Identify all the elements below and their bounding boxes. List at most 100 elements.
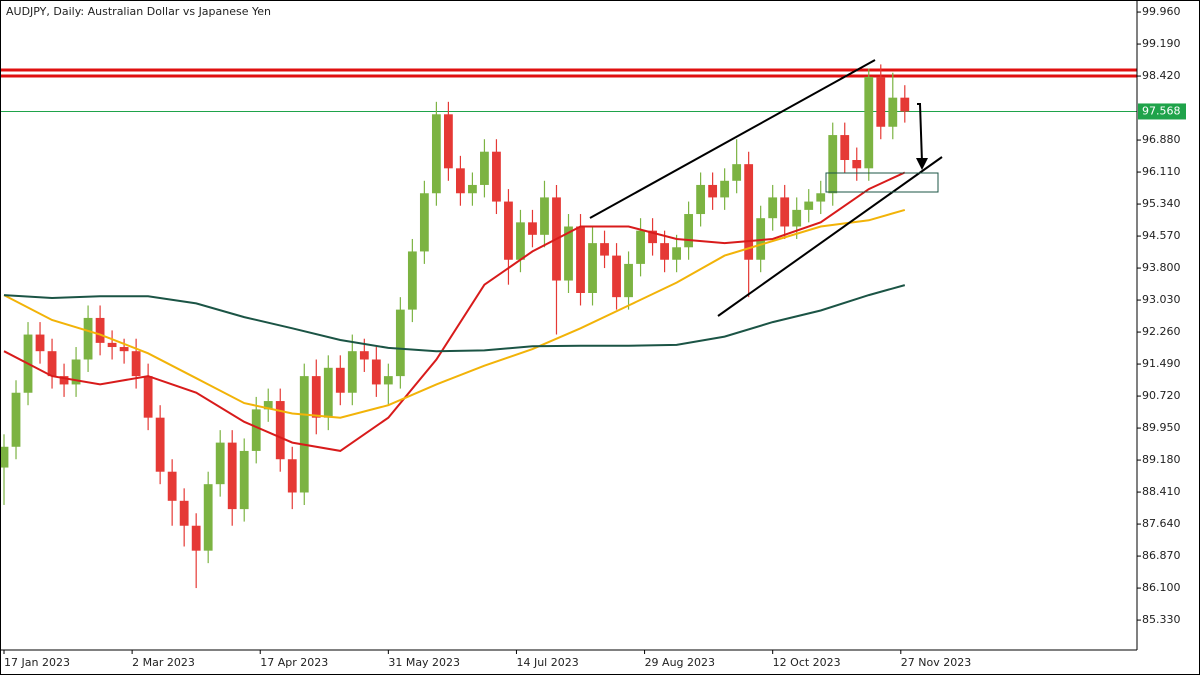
chart-title: AUDJPY, Daily: Australian Dollar vs Japa… [6,5,271,18]
candle-body [395,309,405,377]
candle-body [564,226,573,281]
price-label: 97.568 [1142,104,1181,117]
candle-body [35,334,45,352]
x-tick-label: 2 Mar 2023 [132,656,195,669]
arrow-head [916,158,928,170]
candle-body [792,209,802,227]
candle-body [588,243,597,293]
lower-trendline [717,156,943,317]
arrow [917,103,923,163]
price-label-box [1138,103,1186,120]
candle-body [684,214,694,248]
candle-body [756,218,766,260]
candle-body [528,222,537,235]
y-tick-label: 99.960 [1142,5,1181,18]
candle-body [744,164,754,260]
candle-body [95,317,105,343]
candle-body [708,184,718,198]
upper-trendline [589,59,876,219]
y-tick-label: 99.190 [1142,37,1181,50]
candle-body [456,168,465,194]
candle-body [107,342,117,348]
x-tick-label: 17 Apr 2023 [260,656,328,669]
x-tick-label: 27 Nov 2023 [901,656,971,669]
candle-body [804,201,814,210]
candle-body [624,263,633,298]
candle-body [816,193,826,202]
candle-body [131,351,141,377]
candle-body [504,201,513,260]
support-box [825,172,939,193]
candle-body [251,409,261,451]
candle-body [383,376,393,385]
candle-body [155,417,165,472]
candle-body [492,151,501,202]
y-tick-label: 96.110 [1142,165,1181,178]
candle-body [419,193,429,252]
y-tick-label: 89.950 [1142,421,1181,434]
candle-body [612,255,621,298]
moving-average [3,284,906,353]
candle-body [239,450,249,510]
moving-average [3,171,906,452]
candle-body [227,442,237,510]
candle-body [732,164,742,181]
candle-body [540,197,549,235]
candle-body [636,230,645,264]
y-tick-label: 90.720 [1142,389,1181,402]
candle-body [0,446,9,468]
candle-body [143,376,153,418]
candle-body [516,222,525,260]
candle-body [443,114,453,169]
candle-body [576,226,585,293]
candle-body [59,376,69,385]
y-tick-label: 98.420 [1142,69,1181,82]
candle-body [900,97,910,112]
candle-body [275,401,285,460]
candle-body [840,135,850,161]
candle-body [768,197,778,219]
y-tick-label: 93.030 [1142,293,1181,306]
candle-body [83,317,93,360]
candle-body [864,76,874,169]
candle-body [71,359,81,385]
x-tick-label: 14 Jul 2023 [516,656,578,669]
candle-body [720,180,730,198]
candle-body [407,251,417,310]
candle-body [876,76,886,127]
y-tick-label: 93.800 [1142,261,1181,274]
candle-body [888,97,898,127]
y-tick-label: 92.260 [1142,325,1181,338]
candle-body [600,243,609,256]
y-tick-label: 96.880 [1142,133,1181,146]
candle-body [191,525,201,551]
candle-body [780,197,790,227]
candle-body [263,401,273,410]
candle-body [852,160,862,169]
candle-body [696,184,706,215]
y-tick-label: 95.340 [1142,197,1181,210]
candle-body [660,243,669,260]
x-tick-label: 17 Jan 2023 [4,656,70,669]
candle-body [179,500,189,526]
candle-body [311,376,321,418]
y-tick-label: 89.180 [1142,453,1181,466]
annotations [589,59,943,317]
y-tick-label: 94.570 [1142,229,1181,242]
candle-body [480,151,489,185]
candle-body [323,367,333,418]
candle-body [468,184,477,194]
candle-body [828,135,838,194]
y-tick-label: 91.490 [1142,357,1181,370]
candle-body [119,347,129,352]
candle-body [335,367,345,393]
y-tick-label: 86.870 [1142,549,1181,562]
candle-body [299,376,309,493]
candle-body [371,359,381,385]
candle-body [11,392,21,447]
candle-body [672,247,681,260]
candle-body [359,351,369,360]
candle-body [347,351,357,393]
x-tick-label: 31 May 2023 [388,656,460,669]
